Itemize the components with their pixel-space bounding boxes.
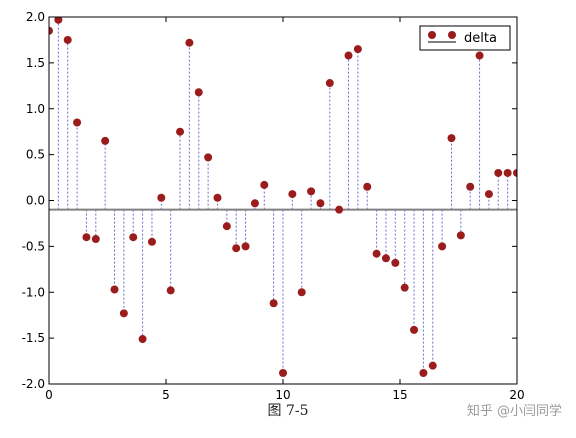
data-point — [232, 244, 241, 253]
data-point — [166, 286, 175, 295]
data-point — [335, 205, 344, 214]
data-point — [241, 242, 250, 251]
x-tick-label: 5 — [162, 388, 170, 400]
y-tick-label: -0.5 — [22, 239, 45, 253]
x-tick-label: 0 — [45, 388, 53, 400]
data-point — [138, 335, 147, 344]
watermark: 知乎 @小闫同学 — [466, 404, 562, 419]
data-point — [110, 285, 119, 294]
data-point — [447, 134, 456, 143]
data-point — [325, 79, 334, 88]
legend-marker — [448, 31, 456, 39]
data-point — [484, 190, 493, 199]
figure-caption: 图 7-5 — [267, 403, 309, 419]
data-point — [419, 368, 428, 377]
legend-label: delta — [464, 31, 497, 46]
data-point — [475, 51, 484, 60]
data-point — [91, 235, 100, 244]
y-tick-label: 0.5 — [26, 148, 45, 162]
y-tick-label: -2.0 — [22, 377, 45, 391]
data-point — [438, 242, 447, 251]
data-point — [129, 233, 138, 242]
data-point — [456, 231, 465, 240]
data-point — [54, 17, 63, 24]
data-point — [185, 38, 194, 47]
legend-marker — [428, 31, 436, 39]
y-tick-label: 2.0 — [26, 10, 45, 24]
y-tick-label: 1.0 — [26, 102, 45, 116]
data-point — [428, 361, 437, 370]
y-tick-label: 1.5 — [26, 56, 45, 70]
y-tick-label: -1.0 — [22, 285, 45, 299]
stem-chart: 0 5 10 15 20 -2.0 -1.5 -1.0 -0.5 0.0 0.5 1.0 1.5 2.0 d… — [22, 10, 525, 400]
data-point — [194, 88, 203, 97]
data-point — [307, 187, 316, 196]
data-point — [494, 168, 503, 177]
data-point — [147, 237, 156, 246]
data-point — [260, 180, 269, 189]
data-point — [73, 118, 82, 127]
data-point — [466, 182, 475, 191]
data-point — [204, 153, 213, 162]
data-point — [213, 193, 222, 202]
plot-frame — [48, 16, 518, 385]
data-point — [381, 254, 390, 263]
data-point — [157, 193, 166, 202]
data-point — [176, 127, 185, 136]
legend-box — [419, 25, 511, 51]
x-tick-label: 10 — [275, 388, 290, 400]
x-tick-label: 20 — [509, 388, 524, 400]
data-point — [353, 45, 362, 54]
data-point — [410, 325, 419, 334]
data-point — [63, 35, 72, 44]
data-point — [344, 51, 353, 60]
data-point — [288, 190, 297, 199]
data-point — [513, 168, 517, 177]
data-point — [363, 182, 372, 191]
data-point — [316, 199, 325, 208]
data-point — [222, 222, 231, 231]
y-tick-label: -1.5 — [22, 331, 45, 345]
x-tick-label: 15 — [392, 388, 407, 400]
data-point — [297, 288, 306, 297]
data-point — [503, 168, 512, 177]
data-point — [250, 199, 259, 208]
data-point — [119, 309, 128, 318]
y-tick-label: 0.0 — [26, 194, 45, 208]
data-point — [391, 258, 400, 267]
data-point — [372, 249, 381, 258]
data-point — [269, 299, 278, 308]
data-point — [101, 136, 110, 145]
data-point — [279, 368, 287, 377]
data-point — [400, 283, 409, 292]
data-point — [82, 233, 91, 242]
data-point — [49, 26, 53, 35]
